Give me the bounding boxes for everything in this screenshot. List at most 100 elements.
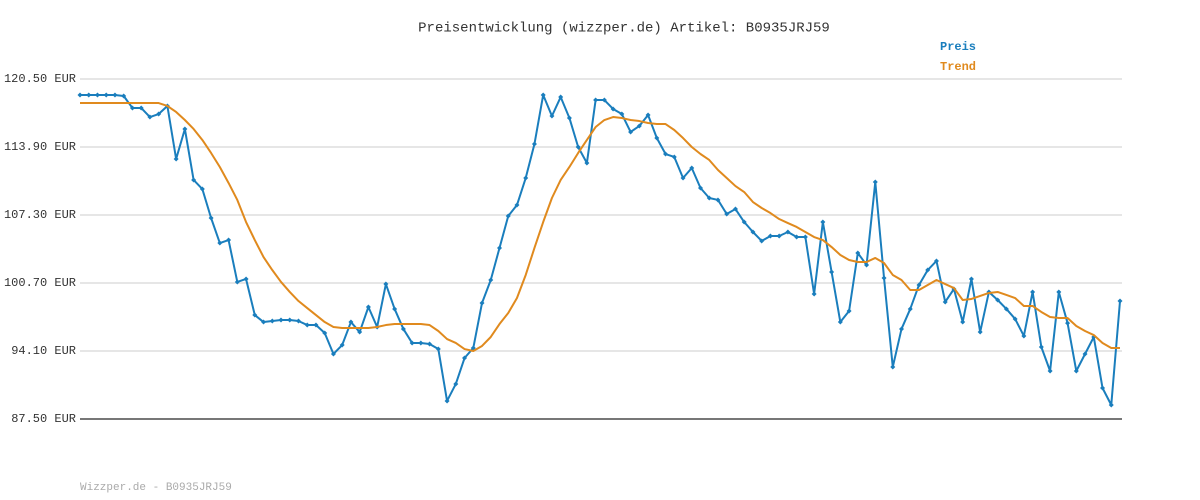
point-marker (575, 144, 581, 150)
point-marker (278, 317, 284, 323)
point-marker (549, 113, 555, 119)
point-marker (846, 308, 852, 314)
point-marker (855, 250, 861, 256)
point-marker (933, 258, 939, 264)
point-marker (383, 281, 389, 287)
point-marker (1047, 368, 1053, 374)
point-marker (645, 112, 651, 118)
point-marker (759, 238, 765, 244)
point-marker (601, 97, 607, 103)
point-marker (925, 267, 931, 273)
point-marker (663, 151, 669, 157)
point-marker (462, 355, 468, 361)
point-marker (1117, 298, 1123, 304)
point-marker (636, 123, 642, 129)
point-marker (794, 234, 800, 240)
point-marker (523, 175, 529, 181)
point-marker (400, 326, 406, 332)
point-marker (121, 93, 127, 99)
point-marker (435, 346, 441, 352)
point-marker (706, 195, 712, 201)
point-marker (86, 92, 92, 98)
point-marker (243, 276, 249, 282)
point-marker (77, 92, 83, 98)
point-marker (103, 92, 109, 98)
point-marker (199, 186, 205, 192)
point-marker (234, 279, 240, 285)
series-line (80, 93, 1121, 406)
point-marker (488, 277, 494, 283)
point-marker (531, 141, 537, 147)
point-marker (339, 342, 345, 348)
point-marker (147, 114, 153, 120)
series-line (80, 102, 1120, 352)
point-marker (453, 381, 459, 387)
point-marker (1012, 316, 1018, 322)
point-marker (287, 317, 293, 323)
point-marker (689, 165, 695, 171)
y-tick-label: 107.30 EUR (4, 208, 76, 222)
point-marker (1108, 402, 1114, 408)
point-marker (715, 197, 721, 203)
point-marker (881, 275, 887, 281)
point-marker (960, 319, 966, 325)
point-marker (837, 319, 843, 325)
point-marker (820, 219, 826, 225)
point-marker (1082, 351, 1088, 357)
point-marker (409, 340, 415, 346)
point-marker (1065, 320, 1071, 326)
point-marker (1100, 385, 1106, 391)
point-marker (750, 229, 756, 235)
point-marker (907, 306, 913, 312)
point-marker (427, 341, 433, 347)
y-tick-label: 120.50 EUR (4, 72, 76, 86)
point-marker (269, 318, 275, 324)
point-marker (1003, 306, 1009, 312)
point-marker (182, 126, 188, 132)
point-marker (514, 202, 520, 208)
point-marker (558, 94, 564, 100)
point-marker (654, 135, 660, 141)
point-marker (671, 154, 677, 160)
point-marker (802, 234, 808, 240)
point-marker (916, 282, 922, 288)
point-marker (628, 129, 634, 135)
point-marker (348, 319, 354, 325)
point-marker (418, 340, 424, 346)
point-marker (505, 213, 511, 219)
point-marker (1038, 344, 1044, 350)
point-marker (496, 245, 502, 251)
point-marker (899, 326, 905, 332)
point-marker (890, 364, 896, 370)
point-marker (540, 92, 546, 98)
point-marker (741, 219, 747, 225)
point-marker (330, 351, 336, 357)
point-marker (444, 398, 450, 404)
footer: Wizzper.de - B0935JRJ59 (80, 482, 232, 494)
point-marker (1056, 289, 1062, 295)
legend-entry: Preis (940, 40, 976, 54)
point-marker (864, 262, 870, 268)
point-marker (593, 97, 599, 103)
point-marker (776, 233, 782, 239)
point-marker (829, 269, 835, 275)
chart-title: Preisentwicklung (wizzper.de) Artikel: B… (418, 21, 830, 37)
point-marker (566, 115, 572, 121)
point-marker (261, 319, 267, 325)
point-marker (942, 299, 948, 305)
point-marker (811, 291, 817, 297)
point-marker (365, 304, 371, 310)
point-marker (191, 177, 197, 183)
point-marker (1073, 368, 1079, 374)
point-marker (138, 105, 144, 111)
grid (80, 78, 1122, 420)
point-marker (357, 329, 363, 335)
point-marker (767, 233, 773, 239)
point-marker (304, 322, 310, 328)
y-tick-label: 113.90 EUR (4, 140, 76, 154)
y-tick-label: 100.70 EUR (4, 276, 76, 290)
point-marker (1021, 333, 1027, 339)
point-marker (698, 185, 704, 191)
